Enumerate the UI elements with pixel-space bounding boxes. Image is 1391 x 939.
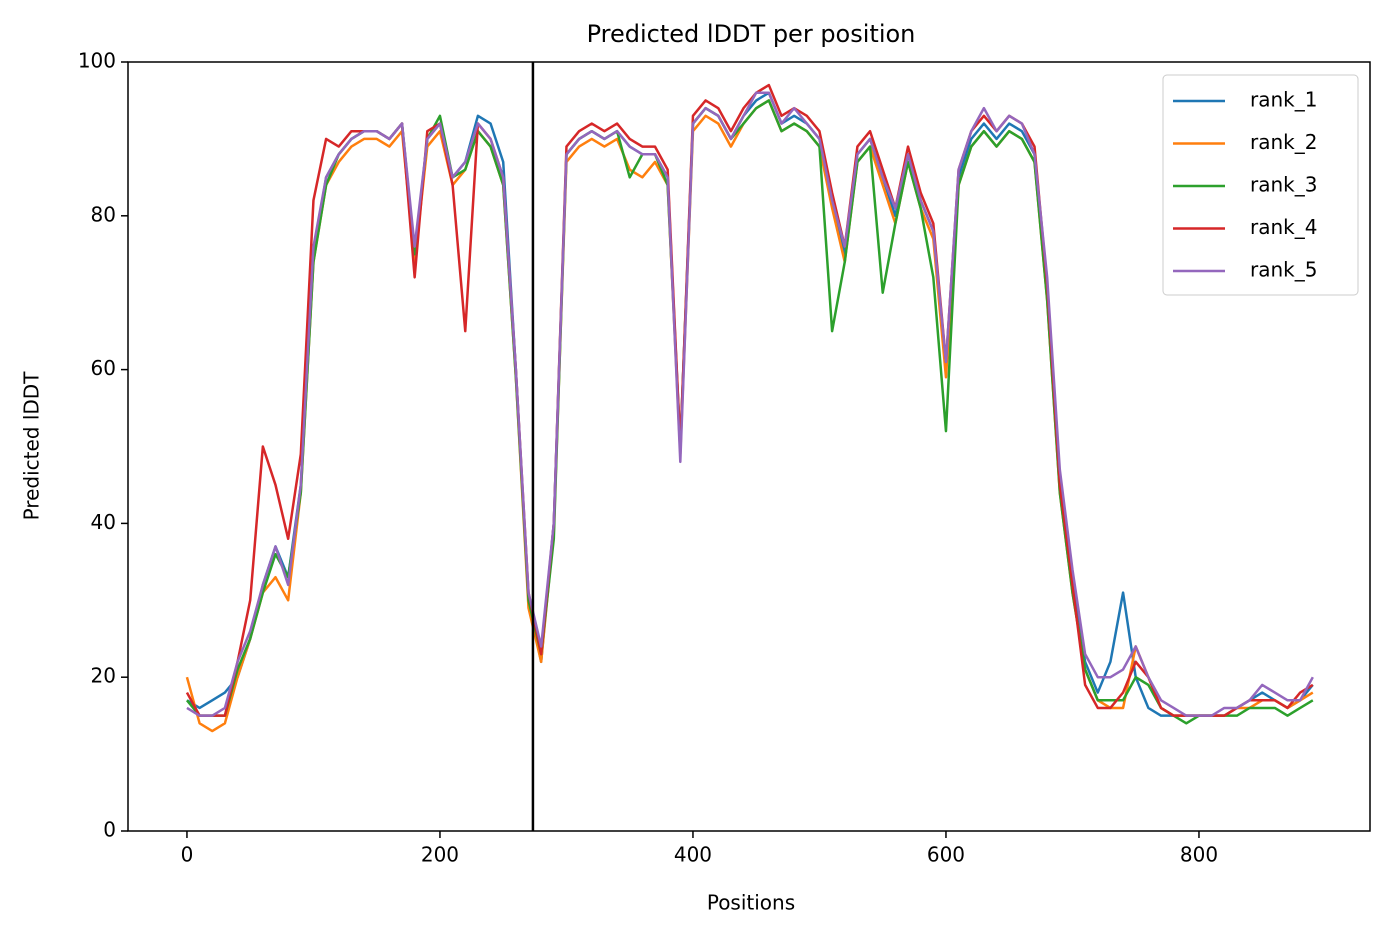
- x-tick-label: 400: [674, 843, 712, 867]
- y-tick-label: 60: [91, 356, 116, 380]
- x-tick-label: 200: [421, 843, 459, 867]
- y-tick-label: 80: [91, 202, 116, 226]
- chart-title: Predicted lDDT per position: [587, 20, 916, 48]
- legend-label: rank_4: [1250, 215, 1317, 239]
- legend-label: rank_1: [1250, 88, 1317, 112]
- legend-box: [1162, 74, 1359, 296]
- series-line: [186, 91, 1314, 717]
- y-tick-label: 40: [91, 510, 116, 534]
- y-tick-label: 20: [91, 664, 116, 688]
- x-tick-label: 800: [1180, 843, 1218, 867]
- x-tick-label: 0: [181, 843, 194, 867]
- series-line: [186, 91, 1314, 717]
- y-tick-label: 100: [78, 49, 116, 73]
- x-tick-label: 600: [927, 843, 965, 867]
- plot-frame: [127, 61, 1371, 832]
- series-line: [185, 99, 1314, 733]
- legend-label: rank_5: [1250, 258, 1317, 282]
- legend-label: rank_3: [1250, 173, 1317, 197]
- series-line: [185, 83, 1314, 717]
- y-tick-label: 0: [103, 818, 116, 842]
- legend-label: rank_2: [1250, 130, 1317, 154]
- series-line: [185, 99, 1314, 725]
- x-axis-label: Positions: [707, 891, 795, 915]
- y-axis-label: Predicted lDDT: [20, 371, 44, 521]
